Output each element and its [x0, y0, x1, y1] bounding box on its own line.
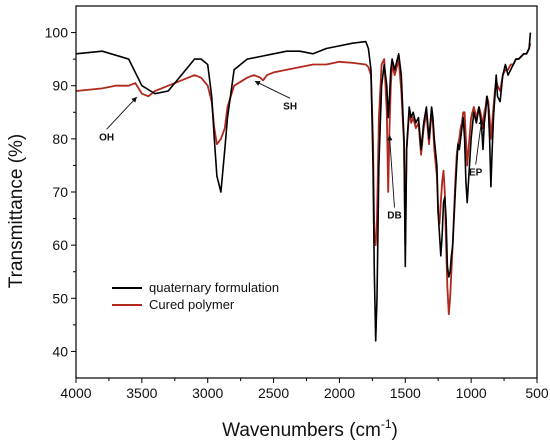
y-tick-label: 40 — [52, 343, 68, 359]
x-axis-title-superscript: -1 — [381, 417, 392, 431]
axes-layer: 4000 3500 3000 2500 2000 1500 1000 500 40 50 60 70 8… — [45, 5, 549, 401]
x-tick-label: 2500 — [258, 385, 289, 401]
annotation-db: DB — [387, 211, 401, 222]
annotation-arrow-db — [387, 135, 395, 208]
x-axis-title: Wavenumbers (cm-1) — [222, 417, 398, 441]
x-axis-title-main: Wavenumbers (cm — [222, 420, 381, 441]
y-tick-label: 50 — [52, 290, 68, 306]
y-tick-label: 70 — [52, 184, 68, 200]
annotation-sh: SH — [283, 101, 297, 112]
annotation-arrow-sh — [254, 80, 291, 99]
x-tick-label: 4000 — [60, 385, 91, 401]
annotation-oh: OH — [99, 132, 114, 143]
y-tick-label: 60 — [52, 237, 68, 253]
legend-label-cured: Cured polymer — [149, 297, 235, 312]
annotation-layer: OH SH DB EP — [99, 80, 484, 222]
y-tick-label: 80 — [52, 131, 68, 147]
series-line-quaternary-formulation — [75, 32, 532, 342]
plot-background — [76, 6, 537, 378]
plot-area — [76, 6, 537, 378]
annotation-arrow-ep — [475, 119, 484, 165]
x-tick-label: 500 — [525, 385, 549, 401]
x-tick-label: 3500 — [126, 385, 157, 401]
series-layer — [75, 32, 532, 342]
annotation-arrow-oh — [106, 96, 137, 130]
y-tick-label: 90 — [52, 78, 68, 94]
annotation-ep: EP — [469, 168, 483, 179]
y-axis-title: Transmittance (%) — [6, 134, 27, 289]
y-tick-label: 100 — [45, 25, 69, 41]
x-tick-label: 3000 — [192, 385, 223, 401]
x-tick-label: 2000 — [324, 385, 355, 401]
x-axis-title-end: ) — [392, 420, 398, 441]
legend: quaternary formulation Cured polymer — [112, 280, 279, 312]
x-tick-label: 1000 — [456, 385, 487, 401]
x-tick-label: 1500 — [390, 385, 421, 401]
legend-label-quaternary: quaternary formulation — [149, 280, 279, 295]
